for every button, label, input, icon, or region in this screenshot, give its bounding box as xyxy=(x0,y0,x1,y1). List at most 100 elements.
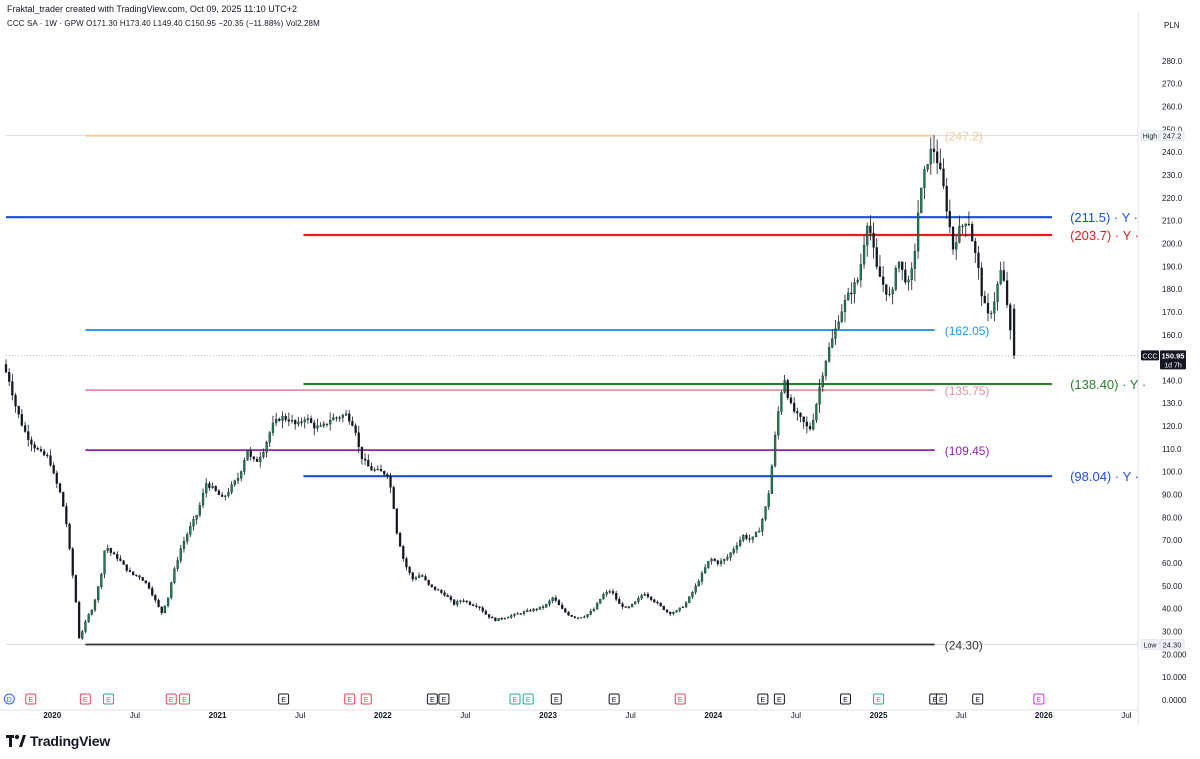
level-label: (98.04) · Y · xyxy=(1070,469,1139,484)
candle-body xyxy=(459,600,462,602)
event-marker-label: E xyxy=(106,697,111,704)
y-tick-label: 190.0 xyxy=(1162,262,1183,271)
candle-body xyxy=(939,162,942,170)
earnings-event-marker[interactable] xyxy=(757,693,769,705)
earnings-event-marker[interactable] xyxy=(178,693,190,705)
candle-body xyxy=(97,586,100,601)
earnings-event-marker[interactable] xyxy=(972,693,984,705)
candle-body xyxy=(738,540,742,546)
event-marker-label: E xyxy=(182,697,187,704)
level-label: (109.45) xyxy=(945,444,990,458)
earnings-event-marker[interactable] xyxy=(674,693,686,705)
candle-body xyxy=(367,460,370,467)
earnings-event-marker[interactable] xyxy=(102,693,114,705)
earnings-event-marker[interactable] xyxy=(165,693,177,705)
candle-body xyxy=(611,591,615,594)
price-tag-prefix-bg xyxy=(1140,639,1160,650)
event-marker-label: E xyxy=(554,697,559,704)
candle-body xyxy=(719,560,723,564)
candle-body xyxy=(595,603,599,610)
candle-body xyxy=(49,455,52,466)
earnings-event-marker[interactable] xyxy=(1033,693,1045,705)
candle-body xyxy=(580,617,583,619)
candle-body xyxy=(157,599,160,607)
candle-body xyxy=(592,608,596,612)
candle-body xyxy=(888,293,891,296)
candle-body xyxy=(243,460,246,472)
earnings-event-marker[interactable] xyxy=(360,693,372,705)
earnings-event-marker[interactable] xyxy=(25,693,37,705)
candle-body xyxy=(297,421,300,425)
candle-body xyxy=(859,264,863,281)
candle-body xyxy=(170,582,173,598)
candle-body xyxy=(163,605,167,614)
candle-body xyxy=(151,588,154,596)
candle-body xyxy=(23,425,27,432)
earnings-event-marker[interactable] xyxy=(550,693,562,705)
candle-body xyxy=(294,420,297,425)
candle-body xyxy=(373,469,376,471)
x-tick-label: Jul xyxy=(460,711,470,720)
candle-body xyxy=(141,577,144,581)
earnings-event-marker[interactable] xyxy=(79,693,91,705)
candle-body xyxy=(526,610,529,612)
event-marker-label: E xyxy=(777,697,782,704)
y-tick-label: 0.0000 xyxy=(1162,696,1187,705)
candle-body xyxy=(516,613,519,615)
candle-body xyxy=(983,295,986,304)
candle-body xyxy=(211,486,214,489)
currency-label[interactable]: PLN xyxy=(1164,21,1180,30)
price-tag-prefix: CCC xyxy=(1142,353,1157,360)
earnings-event-marker[interactable] xyxy=(509,693,521,705)
candle-body xyxy=(742,535,745,541)
candle-body xyxy=(246,449,249,461)
earnings-event-marker[interactable] xyxy=(426,693,438,705)
price-tag-bg[interactable] xyxy=(1160,350,1186,370)
candle-body xyxy=(290,420,294,422)
price-tag-bg[interactable] xyxy=(1159,130,1185,141)
candle-body xyxy=(1012,308,1016,356)
candle-body xyxy=(468,601,472,605)
candle-body xyxy=(758,531,761,533)
earnings-event-marker[interactable] xyxy=(278,693,290,705)
candle-body xyxy=(793,402,796,412)
candle-body xyxy=(90,609,93,615)
candle-body xyxy=(214,486,217,491)
candle-body xyxy=(881,276,885,285)
candle-body xyxy=(230,484,233,493)
price-tag-value: 24.30 xyxy=(1163,641,1182,650)
tradingview-logo-icon xyxy=(6,734,26,748)
earnings-event-marker[interactable] xyxy=(522,693,534,705)
candle-body xyxy=(748,538,751,540)
candle-body xyxy=(554,597,557,601)
candle-body xyxy=(506,617,510,619)
candle-body xyxy=(262,452,265,458)
candle-body xyxy=(732,549,735,553)
candle-body xyxy=(357,432,360,448)
candle-body xyxy=(977,252,980,269)
candle-body xyxy=(777,411,780,436)
y-tick-label: 60.00 xyxy=(1162,559,1183,568)
earnings-event-marker[interactable] xyxy=(935,693,947,705)
earnings-event-marker[interactable] xyxy=(773,693,785,705)
candle-body xyxy=(392,487,395,509)
symbol-ohlc-legend[interactable]: CCC SA · 1W · GPW O171.30 H173.40 L149.4… xyxy=(7,19,320,28)
earnings-event-marker[interactable] xyxy=(608,693,620,705)
candle-body xyxy=(783,380,786,393)
candle-body xyxy=(681,606,685,609)
candle-body xyxy=(440,590,443,593)
earnings-event-marker[interactable] xyxy=(839,693,851,705)
candle-body xyxy=(182,541,186,549)
earnings-event-marker[interactable] xyxy=(873,693,885,705)
dividend-event-marker[interactable] xyxy=(3,693,15,705)
earnings-event-marker[interactable] xyxy=(438,693,450,705)
tradingview-logo[interactable]: TradingView xyxy=(6,733,110,749)
candle-body xyxy=(656,601,659,604)
candle-body xyxy=(996,283,999,302)
x-tick-label: 2023 xyxy=(539,711,557,720)
price-tag-bg[interactable] xyxy=(1159,639,1185,650)
candle-body xyxy=(383,471,386,475)
candle-body xyxy=(780,392,783,412)
earnings-event-marker[interactable] xyxy=(344,693,356,705)
